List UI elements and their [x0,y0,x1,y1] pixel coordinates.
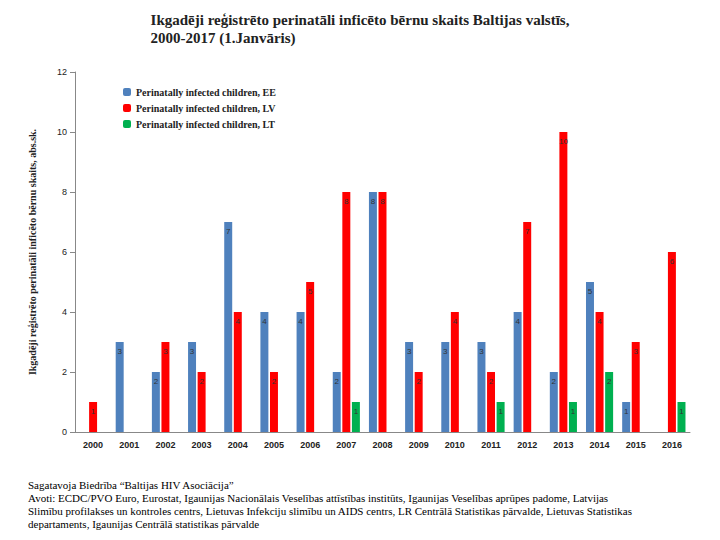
svg-text:8: 8 [371,197,376,206]
svg-text:4: 4 [597,317,602,326]
svg-text:1: 1 [498,407,503,416]
svg-text:2007: 2007 [336,440,356,450]
svg-text:6: 6 [62,247,67,257]
svg-text:2012: 2012 [517,440,537,450]
svg-text:1: 1 [91,407,96,416]
svg-text:3: 3 [634,347,639,356]
svg-text:2003: 2003 [192,440,212,450]
svg-text:2016: 2016 [662,440,682,450]
svg-text:Slimību profilakses un kontrol: Slimību profilakses un kontroles centrs,… [28,505,635,517]
svg-text:8: 8 [344,197,349,206]
svg-text:2: 2 [199,377,204,386]
svg-text:6: 6 [670,257,675,266]
svg-text:departaments, Igaunijas Centrā: departaments, Igaunijas Centrālā statist… [28,518,259,530]
svg-text:2006: 2006 [300,440,320,450]
svg-text:3: 3 [190,347,195,356]
svg-text:3: 3 [479,347,484,356]
svg-text:2002: 2002 [155,440,175,450]
svg-text:Sagatavoja Biedrība “Baltijas: Sagatavoja Biedrība “Baltijas HIV Asociā… [28,479,234,491]
svg-text:2001: 2001 [119,440,139,450]
svg-text:2: 2 [154,377,159,386]
svg-text:1: 1 [679,407,684,416]
svg-text:4: 4 [236,317,241,326]
svg-text:2010: 2010 [445,440,465,450]
svg-text:2014: 2014 [590,440,610,450]
svg-text:Perinatally infected children,: Perinatally infected children, EE [136,87,276,98]
svg-text:Perinatally infected children,: Perinatally infected children, LV [136,103,276,114]
svg-text:5: 5 [588,287,593,296]
svg-text:2: 2 [607,377,612,386]
svg-text:2000-2017 (1.Janvāris): 2000-2017 (1.Janvāris) [151,30,296,47]
svg-text:2015: 2015 [626,440,646,450]
svg-text:7: 7 [525,227,530,236]
svg-text:3: 3 [407,347,412,356]
svg-text:Avoti: ECDC/PVO Euro, Eurostat: Avoti: ECDC/PVO Euro, Eurostat, Igaunija… [28,492,611,504]
svg-text:2000: 2000 [83,440,103,450]
svg-text:2: 2 [489,377,494,386]
svg-text:Ikgadēji reģistrēto perinatāli: Ikgadēji reģistrēto perinatāli inficēto … [27,128,38,375]
svg-text:12: 12 [57,67,67,77]
svg-text:3: 3 [163,347,168,356]
svg-text:2: 2 [272,377,277,386]
svg-text:2011: 2011 [481,440,501,450]
svg-text:Ikgadēji reģistrēto perinatāli: Ikgadēji reģistrēto perinatāli inficēto … [151,12,570,28]
svg-text:1: 1 [571,407,576,416]
svg-text:5: 5 [308,287,313,296]
svg-text:4: 4 [262,317,267,326]
svg-text:7: 7 [226,227,231,236]
svg-text:2009: 2009 [409,440,429,450]
svg-text:1: 1 [354,407,359,416]
svg-text:8: 8 [380,197,385,206]
svg-text:2004: 2004 [228,440,248,450]
svg-text:2: 2 [62,367,67,377]
svg-text:2: 2 [416,377,421,386]
svg-text:4: 4 [515,317,520,326]
svg-text:2: 2 [552,377,557,386]
svg-text:4: 4 [62,307,67,317]
svg-text:4: 4 [298,317,303,326]
svg-text:3: 3 [117,347,122,356]
svg-text:Perinatally infected children,: Perinatally infected children, LT [136,119,275,130]
svg-text:10: 10 [559,137,568,146]
svg-text:2: 2 [335,377,340,386]
svg-text:4: 4 [453,317,458,326]
svg-text:2005: 2005 [264,440,284,450]
svg-text:2013: 2013 [553,440,573,450]
svg-text:2008: 2008 [372,440,392,450]
svg-text:8: 8 [62,187,67,197]
svg-text:3: 3 [443,347,448,356]
svg-text:10: 10 [57,127,67,137]
svg-text:0: 0 [62,427,67,437]
svg-text:1: 1 [624,407,629,416]
